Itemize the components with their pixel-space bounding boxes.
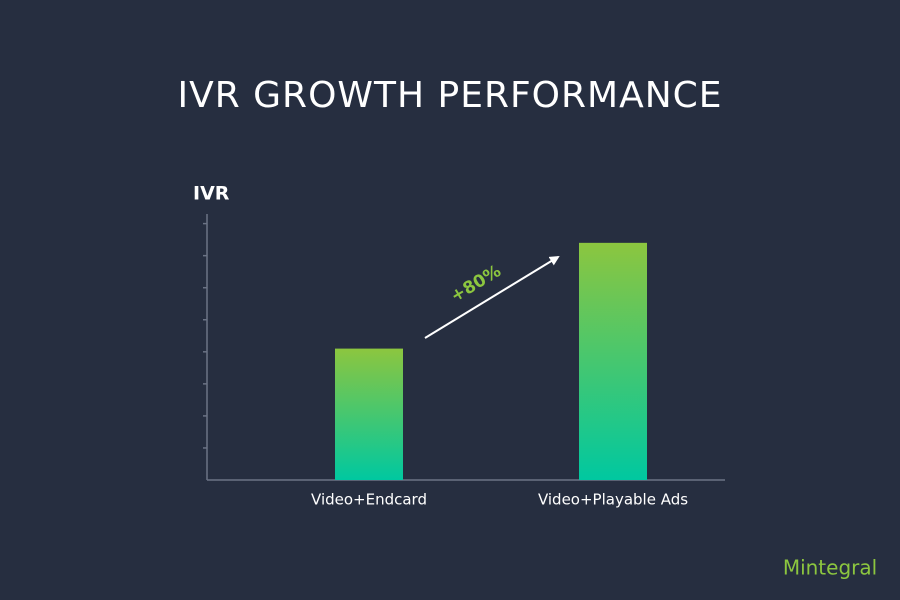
chart-title: IVR GROWTH PERFORMANCE <box>177 75 722 116</box>
x-tick-label: Video+Playable Ads <box>538 491 688 509</box>
x-tick-label: Video+Endcard <box>311 491 427 509</box>
y-axis-label: IVR <box>193 183 230 205</box>
bar <box>335 348 403 480</box>
bar <box>579 242 647 480</box>
logo: Mintegral <box>783 556 877 580</box>
growth-arrow <box>424 255 560 339</box>
